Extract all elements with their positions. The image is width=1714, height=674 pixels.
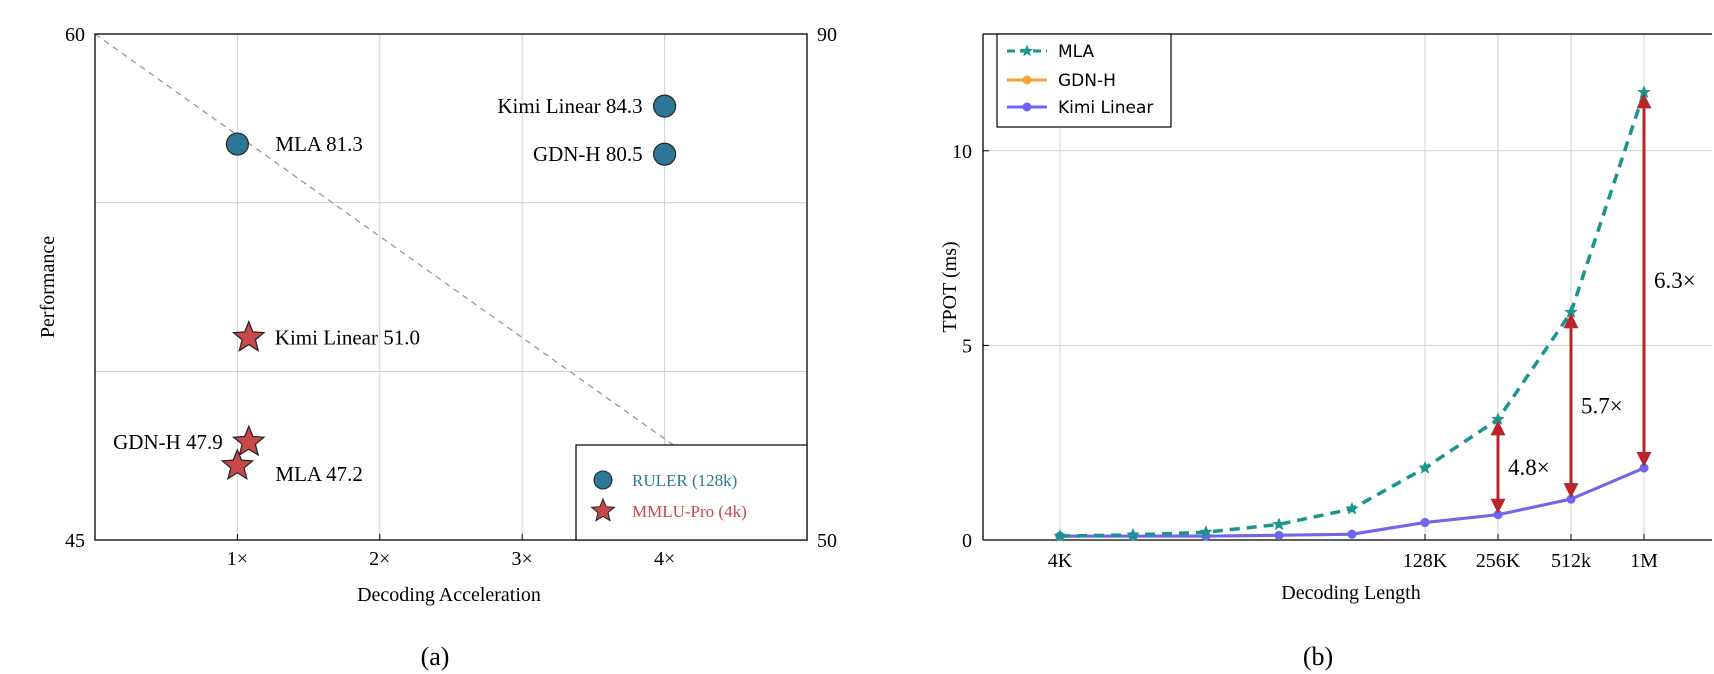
legend-marker <box>1022 102 1032 112</box>
ratio-label: 6.3× <box>1654 268 1696 293</box>
panel-a-xtick-label: 1× <box>227 548 248 570</box>
panel-b-xlabel: Decoding Length <box>1281 582 1420 604</box>
panel-b-series <box>1053 85 1651 542</box>
panel-a-xtick-label: 3× <box>512 548 533 570</box>
panel-b-legend: MLA GDN-H Kimi Linear <box>996 33 1172 128</box>
ratio-label: 5.7× <box>1581 394 1623 419</box>
legend-label: Kimi Linear <box>1058 98 1153 118</box>
panel-b-ylabel: TPOT (ms) <box>939 241 961 332</box>
series-point <box>1418 460 1432 474</box>
series-point <box>1345 501 1359 515</box>
legend-marker-ruler <box>593 470 613 490</box>
panel-a-xtick-label: 4× <box>654 548 675 570</box>
panel-a-legend: RULER (128k) MMLU-Pro (4k) <box>575 444 808 541</box>
panel-b: 0 5 10 4K 128K 256K 512k 1M 4.8× 5.7× 6.3× Decodi… <box>939 33 1712 671</box>
panel-b-ytick-label: 0 <box>962 530 972 552</box>
series-point <box>1639 463 1649 473</box>
panel-a-ylabel: Performance <box>37 236 59 338</box>
panel-a-ticks: 1× 2× 3× 4× 60 45 90 50 <box>65 24 837 570</box>
panel-b-legend-items: MLA GDN-H Kimi Linear <box>1007 42 1153 118</box>
series-point <box>1347 529 1357 539</box>
panel-b-ytick-label: 10 <box>952 141 972 163</box>
panel-a-ytick-right-bottom: 50 <box>817 530 837 552</box>
legend-label: MLA <box>1058 42 1095 62</box>
panel-a-frame <box>94 33 808 541</box>
mmlu-point <box>232 424 266 457</box>
legend-marker <box>1022 75 1032 85</box>
series-point <box>1566 494 1576 504</box>
ruler-point <box>652 142 677 166</box>
panel-b-ticks: 0 5 10 4K 128K 256K 512k 1M <box>952 141 1658 572</box>
panel-a-points: MLA 81.3 Kimi Linear 84.3 GDN-H 80.5 Kimi L… <box>113 94 677 486</box>
series-point <box>1493 510 1503 520</box>
panel-b-ytick-label: 5 <box>962 335 972 357</box>
point-label: Kimi Linear 51.0 <box>275 326 420 350</box>
point-label: MLA 81.3 <box>275 132 363 156</box>
series-point <box>1274 530 1284 540</box>
legend-marker <box>1020 44 1034 57</box>
series-line-mla <box>1059 91 1646 538</box>
panel-b-xtick-label: 1M <box>1630 550 1658 572</box>
panel-b-ratio-arrows: 4.8× 5.7× 6.3× <box>1490 93 1696 514</box>
panel-a-ytick-left-bottom: 45 <box>65 530 85 552</box>
panel-a-xtick-label: 2× <box>369 548 390 570</box>
ruler-point <box>652 94 677 118</box>
panel-b-xtick-label: 256K <box>1476 550 1521 572</box>
legend-label-mmlu: MMLU-Pro (4k) <box>632 502 747 521</box>
ruler-point <box>225 132 249 156</box>
panel-b-xtick-label: 4K <box>1048 550 1073 572</box>
series-point <box>1126 527 1140 541</box>
point-label: GDN-H 47.9 <box>113 430 223 454</box>
mmlu-point <box>220 448 255 481</box>
panel-b-xtick-label: 512k <box>1551 550 1591 572</box>
point-label: GDN-H 80.5 <box>533 142 643 166</box>
panel-a-ytick-left-top: 60 <box>65 24 85 46</box>
ratio-label: 4.8× <box>1508 455 1550 480</box>
series-point <box>1053 528 1067 542</box>
point-label: MLA 47.2 <box>275 462 363 486</box>
panel-a: 1× 2× 3× 4× 60 45 90 50 MLA 81.3 Kimi Linear 84.… <box>37 24 837 671</box>
panel-a-legend-box <box>575 444 808 541</box>
point-label: Kimi Linear 84.3 <box>497 94 642 118</box>
legend-label: GDN-H <box>1058 71 1116 91</box>
series-point <box>1272 517 1286 531</box>
panel-b-xtick-label: 128K <box>1403 550 1448 572</box>
legend-label-ruler: RULER (128k) <box>632 471 737 490</box>
series-point <box>1199 525 1213 539</box>
panel-a-xlabel: Decoding Acceleration <box>357 584 541 606</box>
series-point <box>1420 517 1430 527</box>
mmlu-point <box>232 319 266 352</box>
legend-marker-mmlu <box>590 497 616 522</box>
panel-a-ytick-right-top: 90 <box>817 24 837 46</box>
panel-b-caption: (b) <box>1303 642 1333 671</box>
panel-a-caption: (a) <box>421 642 450 671</box>
